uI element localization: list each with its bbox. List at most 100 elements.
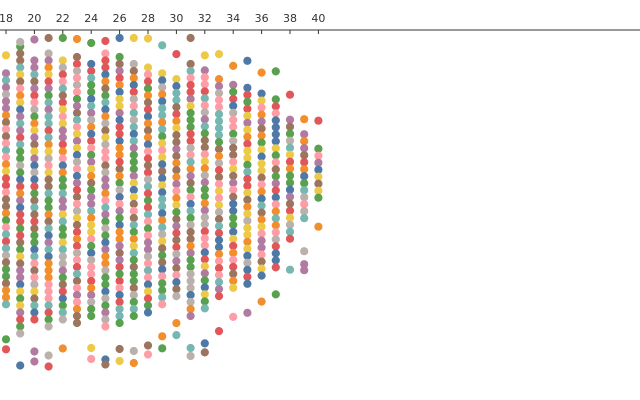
data-point — [44, 154, 53, 163]
data-point — [172, 75, 181, 84]
data-point — [243, 125, 252, 134]
dot-column-34 — [229, 61, 238, 321]
data-point-outlier — [115, 344, 124, 354]
data-point — [143, 91, 153, 100]
data-point — [115, 94, 124, 104]
data-point — [44, 119, 53, 128]
data-point — [30, 140, 39, 149]
data-point — [214, 166, 224, 175]
dot-column-20 — [30, 35, 39, 366]
data-point — [186, 185, 195, 195]
data-point-outlier — [58, 344, 67, 353]
data-point — [214, 236, 224, 245]
data-point — [87, 143, 96, 153]
data-point — [229, 262, 238, 271]
data-point — [186, 297, 195, 307]
data-point — [214, 257, 224, 266]
data-point — [143, 266, 153, 275]
data-point — [271, 256, 280, 265]
data-point — [44, 308, 53, 317]
data-point — [1, 139, 11, 148]
data-point — [115, 87, 124, 97]
data-point-outlier — [257, 68, 266, 77]
data-point — [30, 98, 39, 107]
data-point-outlier — [243, 56, 252, 65]
data-point — [143, 189, 153, 198]
data-point — [129, 80, 138, 90]
data-point — [16, 280, 25, 289]
data-point — [16, 315, 25, 324]
data-point — [87, 283, 96, 293]
data-point — [44, 112, 53, 121]
data-point — [44, 266, 53, 275]
data-point — [214, 145, 224, 154]
data-point — [271, 214, 280, 223]
dot-column-18 — [1, 51, 11, 354]
data-point — [44, 245, 53, 254]
data-point — [158, 139, 167, 148]
data-point — [172, 103, 181, 112]
data-point — [129, 115, 138, 125]
data-point — [87, 87, 96, 97]
data-point — [229, 164, 238, 173]
data-point — [72, 192, 82, 202]
data-point — [200, 87, 209, 96]
data-point — [129, 304, 138, 314]
data-point-outlier — [229, 61, 238, 70]
x-tick-label: 22 — [56, 12, 70, 25]
data-point — [58, 266, 67, 275]
data-point — [1, 293, 11, 302]
data-point-outlier — [200, 339, 209, 348]
data-point — [87, 290, 96, 300]
data-point — [16, 266, 25, 275]
data-point — [101, 210, 110, 219]
data-point — [87, 122, 96, 132]
data-point — [129, 220, 138, 230]
dot-column-30 — [172, 50, 181, 340]
data-point — [101, 49, 110, 58]
data-point — [87, 171, 96, 181]
data-point — [158, 293, 167, 302]
data-point — [115, 262, 124, 272]
data-point — [143, 245, 153, 254]
data-point — [300, 158, 309, 167]
data-point-outlier — [314, 116, 323, 125]
data-point — [30, 56, 39, 65]
data-point — [243, 167, 252, 176]
data-point — [186, 290, 195, 300]
data-point — [243, 146, 252, 155]
data-point — [30, 133, 39, 142]
data-point — [257, 229, 266, 238]
data-point — [58, 133, 67, 142]
data-point — [1, 167, 11, 176]
data-point — [44, 175, 53, 184]
data-point — [101, 245, 110, 254]
data-point — [129, 101, 138, 111]
data-point — [300, 193, 309, 202]
data-point — [229, 234, 238, 243]
data-point — [285, 220, 295, 229]
data-point — [1, 272, 11, 281]
data-point — [1, 223, 11, 232]
data-point — [16, 154, 25, 163]
data-point — [16, 189, 25, 198]
data-point — [257, 131, 266, 140]
data-point — [44, 182, 53, 191]
data-point — [101, 168, 110, 177]
data-point — [58, 280, 67, 289]
data-point — [285, 115, 295, 124]
data-point-outlier — [87, 38, 96, 48]
data-point — [300, 172, 309, 181]
data-point — [214, 292, 224, 301]
data-point — [285, 122, 295, 131]
data-point — [229, 185, 238, 194]
data-point — [72, 136, 82, 146]
data-point — [158, 223, 167, 232]
dot-column-19 — [16, 37, 25, 370]
data-point — [87, 185, 96, 195]
data-point — [16, 91, 25, 100]
data-point — [229, 94, 238, 103]
data-point — [1, 216, 11, 225]
data-point — [229, 171, 238, 180]
data-point — [186, 276, 195, 286]
